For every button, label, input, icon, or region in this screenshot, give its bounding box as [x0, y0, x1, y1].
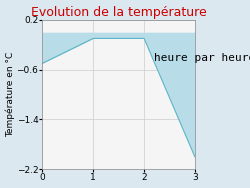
Title: Evolution de la température: Evolution de la température [31, 6, 206, 19]
Y-axis label: Température en °C: Température en °C [6, 52, 15, 137]
Text: heure par heure: heure par heure [154, 53, 250, 63]
